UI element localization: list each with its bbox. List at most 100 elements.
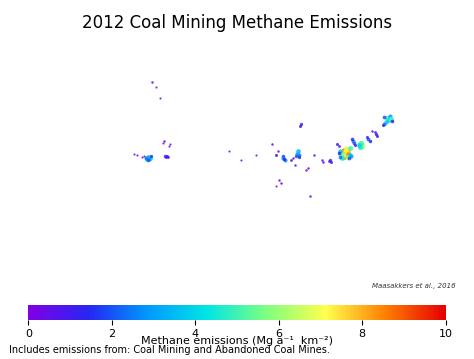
Point [272,183,279,188]
Point [381,121,388,126]
Point [159,140,167,146]
Point [293,151,301,157]
Point [335,144,343,149]
Text: Methane emissions (Mg a⁻¹  km⁻²): Methane emissions (Mg a⁻¹ km⁻²) [141,336,333,346]
Point [350,140,358,146]
Point [160,138,167,144]
Point [372,131,380,137]
Point [142,155,150,160]
Point [289,155,296,160]
Point [346,152,354,158]
Point [342,146,349,152]
Point [277,180,285,185]
Point [279,153,286,158]
Point [325,158,333,164]
Point [272,152,279,158]
Point [295,152,302,158]
Point [374,133,381,139]
Point [346,145,354,151]
Point [347,153,355,158]
Point [162,153,169,158]
Point [343,151,350,157]
Point [274,149,282,154]
Point [368,128,376,134]
Point [341,149,349,154]
Point [156,95,164,101]
Point [336,154,343,159]
Point [291,162,299,168]
Text: Maasakkers et al., 2016: Maasakkers et al., 2016 [372,283,456,289]
Point [355,143,363,148]
Point [146,157,153,162]
Point [338,155,346,160]
Point [138,154,146,159]
Point [164,154,172,159]
Point [237,157,245,163]
Point [148,79,156,85]
Point [141,153,148,158]
Point [328,159,335,165]
Point [385,117,393,123]
Point [163,153,171,159]
Point [297,121,305,126]
Point [383,116,391,121]
Point [292,153,300,158]
Point [371,129,379,135]
Point [319,159,327,165]
Point [275,178,283,183]
Point [388,118,396,124]
Point [166,141,173,147]
Point [294,149,302,154]
Point [356,141,364,147]
Point [366,138,374,144]
Point [340,153,348,158]
Point [280,156,288,162]
Point [379,122,387,127]
Point [340,150,347,155]
Point [152,84,160,90]
Point [349,138,356,144]
Point [339,152,346,158]
Point [310,152,318,158]
Point [296,154,303,159]
Point [143,156,151,162]
Point [296,123,304,129]
Point [337,151,345,157]
Point [344,148,351,153]
Point [131,151,138,157]
Text: 2012 Coal Mining Methane Emissions: 2012 Coal Mining Methane Emissions [82,14,392,32]
Point [351,143,359,148]
Point [302,167,310,173]
Point [147,153,155,159]
Point [387,113,394,119]
Point [387,116,395,122]
Point [253,152,260,158]
Point [380,115,387,120]
Point [326,157,333,163]
Point [162,154,170,160]
Point [144,157,152,163]
Point [268,141,275,147]
Point [335,150,343,155]
Point [363,134,370,140]
Point [144,154,151,159]
Point [304,165,312,171]
Point [334,141,341,147]
Point [318,157,326,163]
Point [337,149,344,154]
Point [165,144,173,149]
Point [287,157,295,163]
Point [382,120,390,125]
Point [348,136,356,142]
Text: Includes emissions from: Coal Mining and Abandoned Coal Mines.: Includes emissions from: Coal Mining and… [9,345,330,355]
Point [146,155,154,160]
Point [226,149,233,154]
Point [344,154,352,159]
Point [365,136,372,142]
Point [145,155,152,161]
Point [358,144,366,149]
Point [133,152,140,158]
Point [356,144,364,150]
Point [357,140,365,146]
Point [281,157,289,163]
